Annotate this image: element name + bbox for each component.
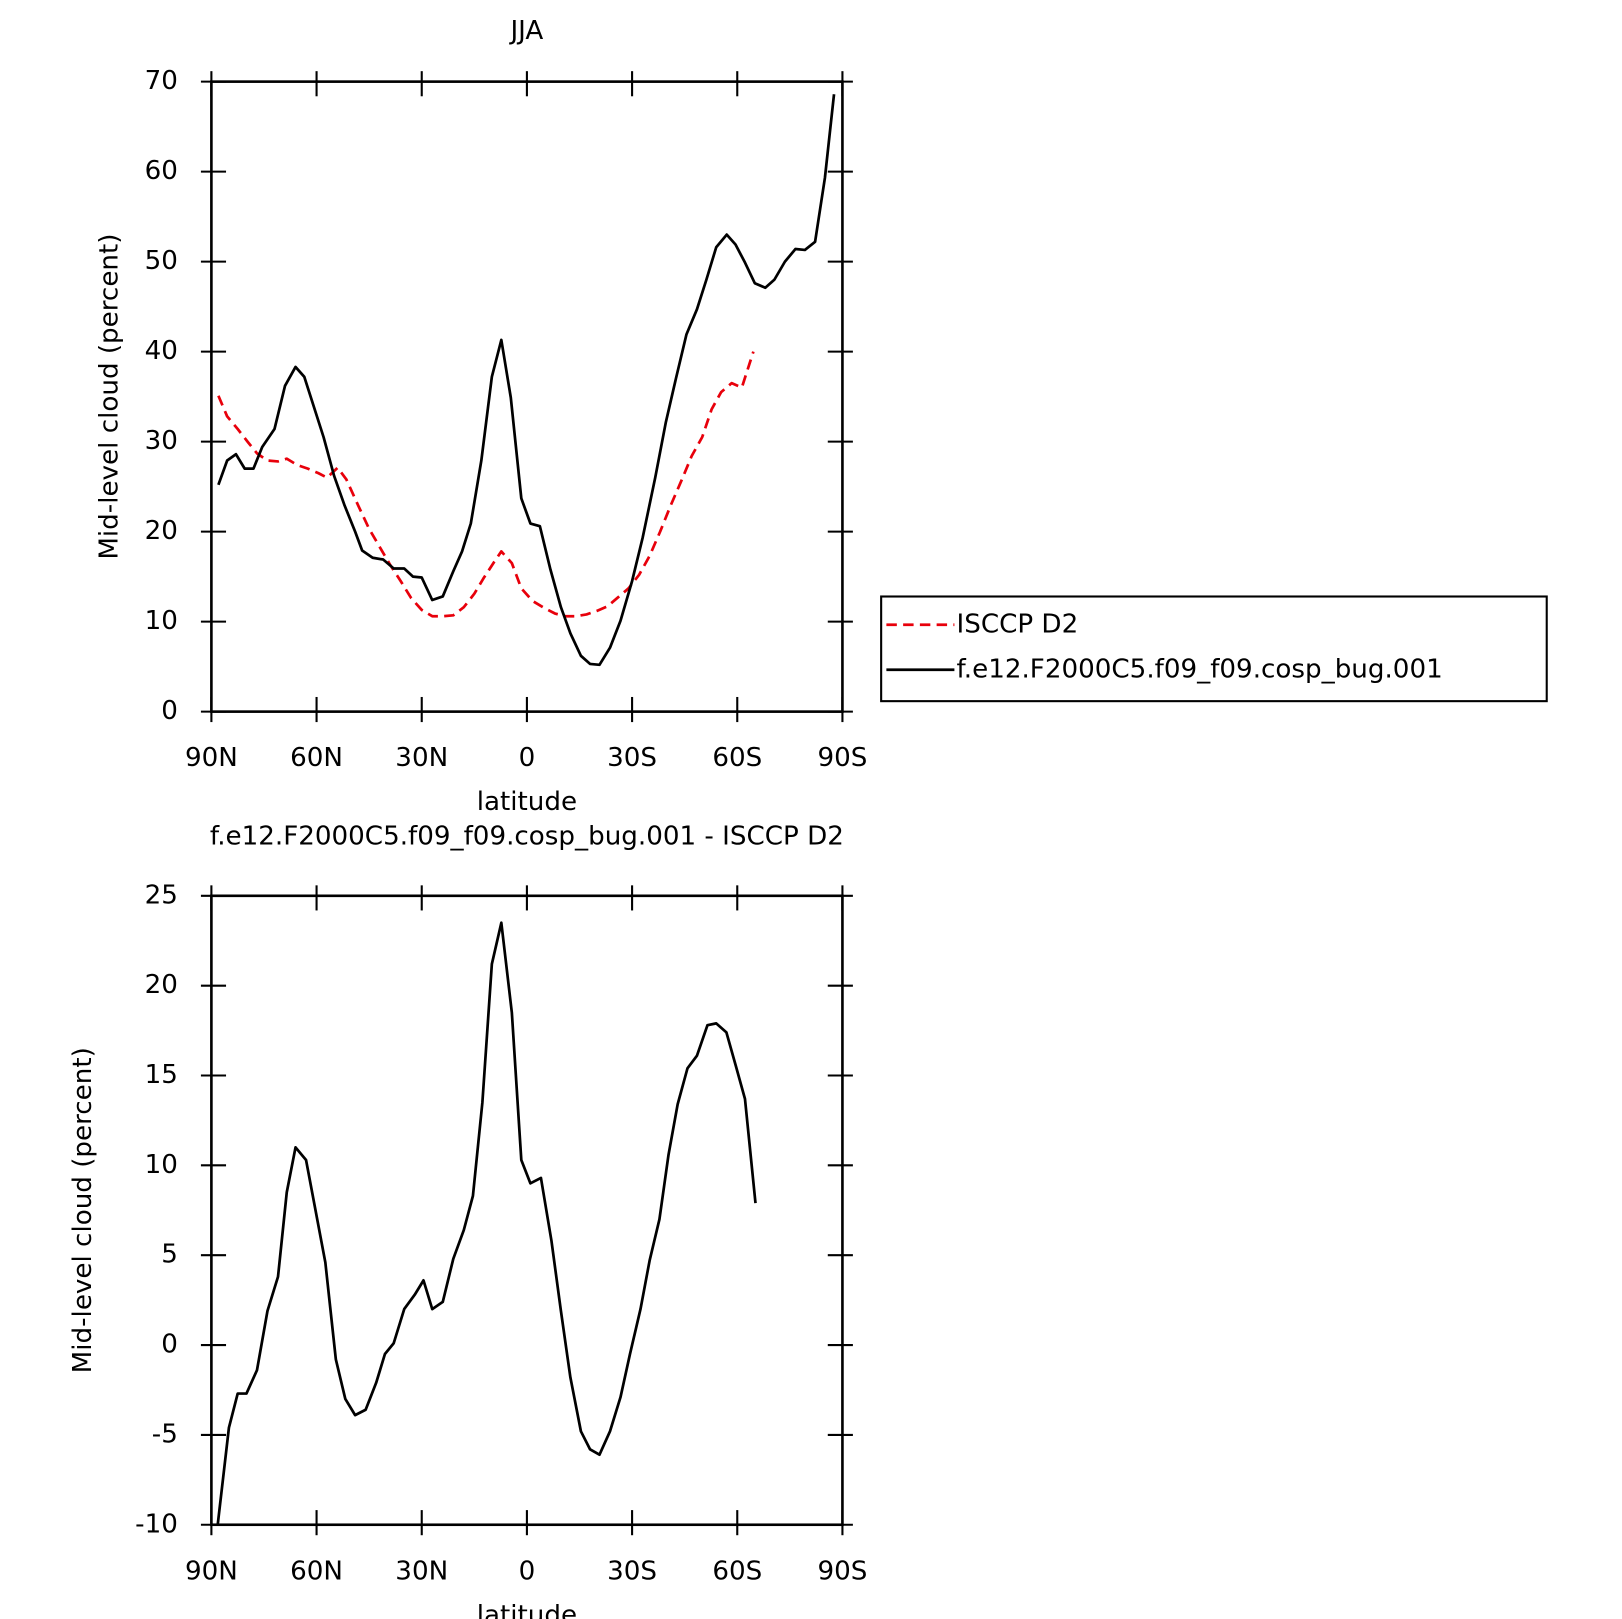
y-tick-label: 10 xyxy=(145,1150,178,1180)
x-tick-label: 90N xyxy=(185,743,238,773)
y-tick-label: 40 xyxy=(145,336,178,366)
legend-label: ISCCP D2 xyxy=(957,609,1079,639)
y-tick-label: 20 xyxy=(145,516,178,546)
y-tick-label: 30 xyxy=(145,426,178,456)
data-line xyxy=(216,921,757,1525)
y-tick-label: -10 xyxy=(135,1509,178,1539)
legend-label: f.e12.F2000C5.f09_f09.cosp_bug.001 xyxy=(957,654,1443,684)
x-tick-label: 30S xyxy=(607,1556,657,1586)
x-tick-label: 0 xyxy=(519,1556,536,1586)
x-tick-label: 90N xyxy=(185,1556,238,1586)
y-tick-label: 15 xyxy=(145,1060,178,1090)
x-tick-label: 60N xyxy=(290,743,343,773)
y-tick-label: 20 xyxy=(145,970,178,1000)
chart-title: f.e12.F2000C5.f09_f09.cosp_bug.001 - ISC… xyxy=(210,822,844,852)
x-tick-label: 30N xyxy=(395,743,448,773)
x-tick-label: 90S xyxy=(817,743,867,773)
chart-title: JJA xyxy=(508,16,543,46)
y-axis-label: Mid-level cloud (percent) xyxy=(94,234,124,560)
legend-box xyxy=(880,595,1548,703)
x-tick-label: 30S xyxy=(607,743,657,773)
y-tick-label: 0 xyxy=(161,1330,178,1360)
y-tick-label: 0 xyxy=(161,696,178,726)
x-tick-label: 0 xyxy=(519,743,536,773)
x-axis-label: latitude xyxy=(477,787,577,817)
plot-frame xyxy=(210,894,844,1527)
x-tick-label: 60S xyxy=(712,1556,762,1586)
y-tick-label: 5 xyxy=(161,1240,178,1270)
x-axis-label: latitude xyxy=(477,1600,577,1619)
x-tick-label: 60S xyxy=(712,743,762,773)
x-tick-label: 90S xyxy=(817,1556,867,1586)
data-line xyxy=(217,94,836,667)
x-tick-label: 30N xyxy=(395,1556,448,1586)
y-tick-label: 60 xyxy=(145,156,178,186)
y-tick-label: 70 xyxy=(145,66,178,96)
data-line xyxy=(217,351,755,618)
y-tick-label: 50 xyxy=(145,246,178,276)
y-tick-label: -5 xyxy=(152,1419,178,1449)
plot-frame xyxy=(210,80,844,713)
x-tick-label: 60N xyxy=(290,1556,343,1586)
y-tick-label: 25 xyxy=(145,880,178,910)
y-tick-label: 10 xyxy=(145,606,178,636)
y-axis-label: Mid-level cloud (percent) xyxy=(68,1047,98,1373)
